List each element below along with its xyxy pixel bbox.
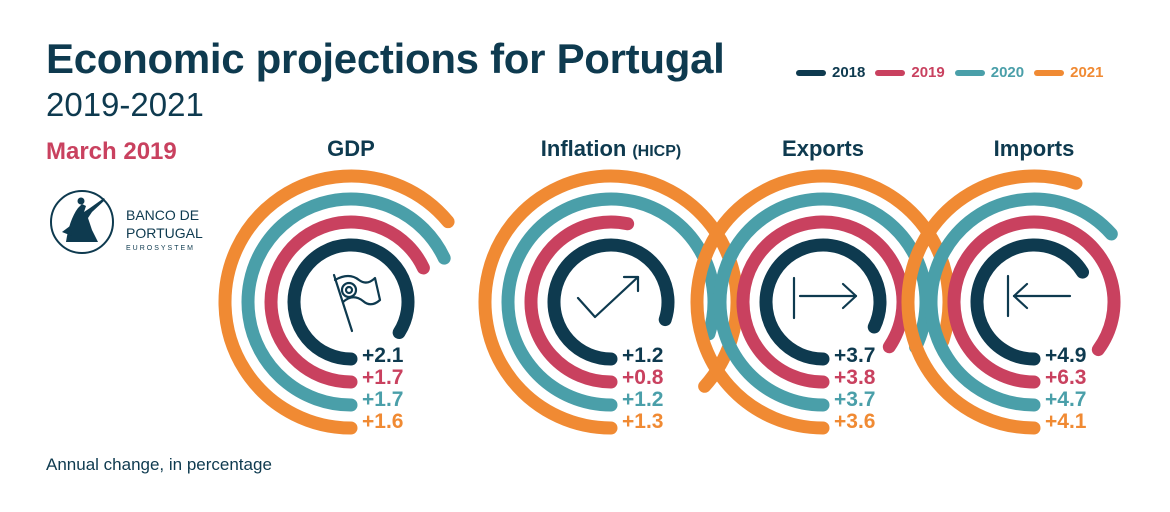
value-label-imports-2019: +6.3 <box>1045 366 1086 389</box>
value-label-exports-2020: +3.7 <box>834 388 875 411</box>
arc-inflation-2021 <box>478 169 744 435</box>
arc-gdp-2019 <box>264 215 430 389</box>
arc-imports-2018 <box>970 238 1090 366</box>
footnote: Annual change, in percentage <box>46 455 272 474</box>
value-label-gdp-2020: +1.7 <box>362 388 403 411</box>
arc-gdp-2018 <box>287 238 415 366</box>
logo-line-3: EUROSYSTEM <box>126 245 196 252</box>
legend-swatch-2019 <box>875 69 906 76</box>
page-title: Economic projections for Portugal <box>46 35 725 82</box>
panel-gdp: GDP+2.1+1.7+1.7+1.6 <box>218 136 455 435</box>
arrow-right-icon <box>792 276 858 320</box>
legend-label-2018: 2018 <box>832 64 866 81</box>
panel-title-imports: Imports <box>994 136 1075 161</box>
value-label-gdp-2019: +1.7 <box>362 366 403 389</box>
value-label-inflation-2021: +1.3 <box>622 410 663 433</box>
arc-imports-2021 <box>901 169 1083 435</box>
page-subtitle: 2019-2021 <box>46 86 204 123</box>
value-label-gdp-2021: +1.6 <box>362 410 403 433</box>
value-label-imports-2021: +4.1 <box>1045 410 1087 433</box>
arc-imports-2020 <box>924 192 1118 412</box>
value-label-inflation-2018: +1.2 <box>622 344 663 367</box>
arc-exports-2021 <box>690 169 956 435</box>
projection-date: March 2019 <box>46 138 177 165</box>
arc-inflation-2019 <box>524 215 635 389</box>
value-label-exports-2018: +3.7 <box>834 344 875 367</box>
flag-icon <box>332 273 382 333</box>
arc-gdp-2020 <box>241 192 451 412</box>
value-label-gdp-2018: +2.1 <box>362 344 404 367</box>
logo-line-2: PORTUGAL <box>126 225 203 241</box>
banco-de-portugal-logo: BANCO DE PORTUGAL EUROSYSTEM <box>48 186 228 261</box>
legend-item-2020: 2020 <box>954 64 1025 81</box>
legend: 2018 2019 2020 2021 <box>796 64 1104 81</box>
value-label-exports-2019: +3.8 <box>834 366 876 389</box>
arc-exports-2018 <box>759 238 887 366</box>
value-label-exports-2021: +3.6 <box>834 410 875 433</box>
arc-gdp-2021 <box>218 169 455 435</box>
panel-imports: Imports +4.9+6.3+4.7+4.1 <box>901 136 1121 435</box>
panel-title-gdp: GDP <box>327 136 375 161</box>
arc-imports-2019 <box>947 215 1121 389</box>
value-label-imports-2020: +4.7 <box>1045 388 1086 411</box>
legend-label-2019: 2019 <box>911 64 945 81</box>
legend-item-2018: 2018 <box>796 64 865 81</box>
panel-title-inflation: Inflation (HICP) <box>541 136 681 161</box>
value-label-imports-2018: +4.9 <box>1045 344 1086 367</box>
legend-label-2020: 2020 <box>990 64 1025 81</box>
arc-exports-2020 <box>713 192 933 412</box>
logo-line-1: BANCO DE <box>126 207 200 223</box>
arrow-left-icon <box>1006 274 1072 318</box>
legend-swatch-2020 <box>954 69 985 76</box>
arc-inflation-2018 <box>547 238 675 366</box>
arc-exports-2019 <box>736 215 910 389</box>
legend-label-2021: 2021 <box>1070 64 1104 81</box>
trend-up-arrow-icon <box>576 275 640 319</box>
legend-item-2019: 2019 <box>875 64 945 81</box>
legend-swatch-2021 <box>1034 69 1065 76</box>
value-label-inflation-2019: +0.8 <box>622 366 664 389</box>
allegorical-figure-icon <box>50 190 114 254</box>
legend-swatch-2018 <box>796 69 826 76</box>
value-label-inflation-2020: +1.2 <box>622 388 663 411</box>
panel-title-exports: Exports <box>782 136 864 161</box>
legend-item-2021: 2021 <box>1034 64 1104 81</box>
